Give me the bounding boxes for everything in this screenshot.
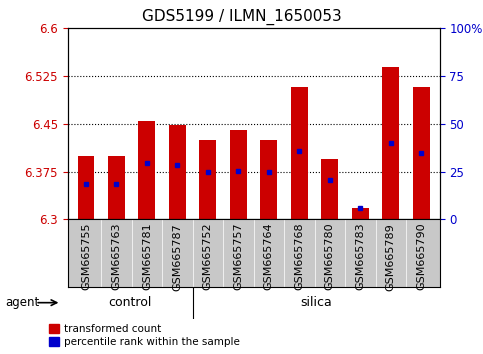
Text: GSM665764: GSM665764 (264, 223, 274, 291)
Bar (291, 87, 308, 219)
Text: GSM665789: GSM665789 (386, 223, 396, 291)
Bar (108, 156, 125, 219)
Bar (78, 156, 94, 219)
Bar (169, 125, 186, 219)
Text: GSM665780: GSM665780 (325, 223, 335, 291)
Text: GSM665763: GSM665763 (112, 223, 121, 290)
Bar (321, 159, 338, 219)
Text: silica: silica (300, 296, 332, 309)
Text: GSM665790: GSM665790 (416, 223, 426, 291)
Text: GSM665752: GSM665752 (203, 223, 213, 291)
Text: GDS5199 / ILMN_1650053: GDS5199 / ILMN_1650053 (142, 9, 341, 25)
Legend: transformed count, percentile rank within the sample: transformed count, percentile rank withi… (49, 324, 240, 347)
Bar (199, 140, 216, 219)
Text: GSM665787: GSM665787 (172, 223, 183, 291)
Text: control: control (108, 296, 152, 309)
Bar (230, 130, 247, 219)
Text: GSM665755: GSM665755 (81, 223, 91, 290)
Text: agent: agent (5, 296, 39, 309)
Text: GSM665768: GSM665768 (294, 223, 304, 291)
Bar (260, 141, 277, 219)
Bar (139, 121, 155, 219)
Text: GSM665781: GSM665781 (142, 223, 152, 291)
Bar (413, 87, 429, 219)
Bar (352, 208, 369, 219)
Bar (383, 67, 399, 219)
Text: GSM665757: GSM665757 (233, 223, 243, 291)
Text: GSM665783: GSM665783 (355, 223, 365, 291)
